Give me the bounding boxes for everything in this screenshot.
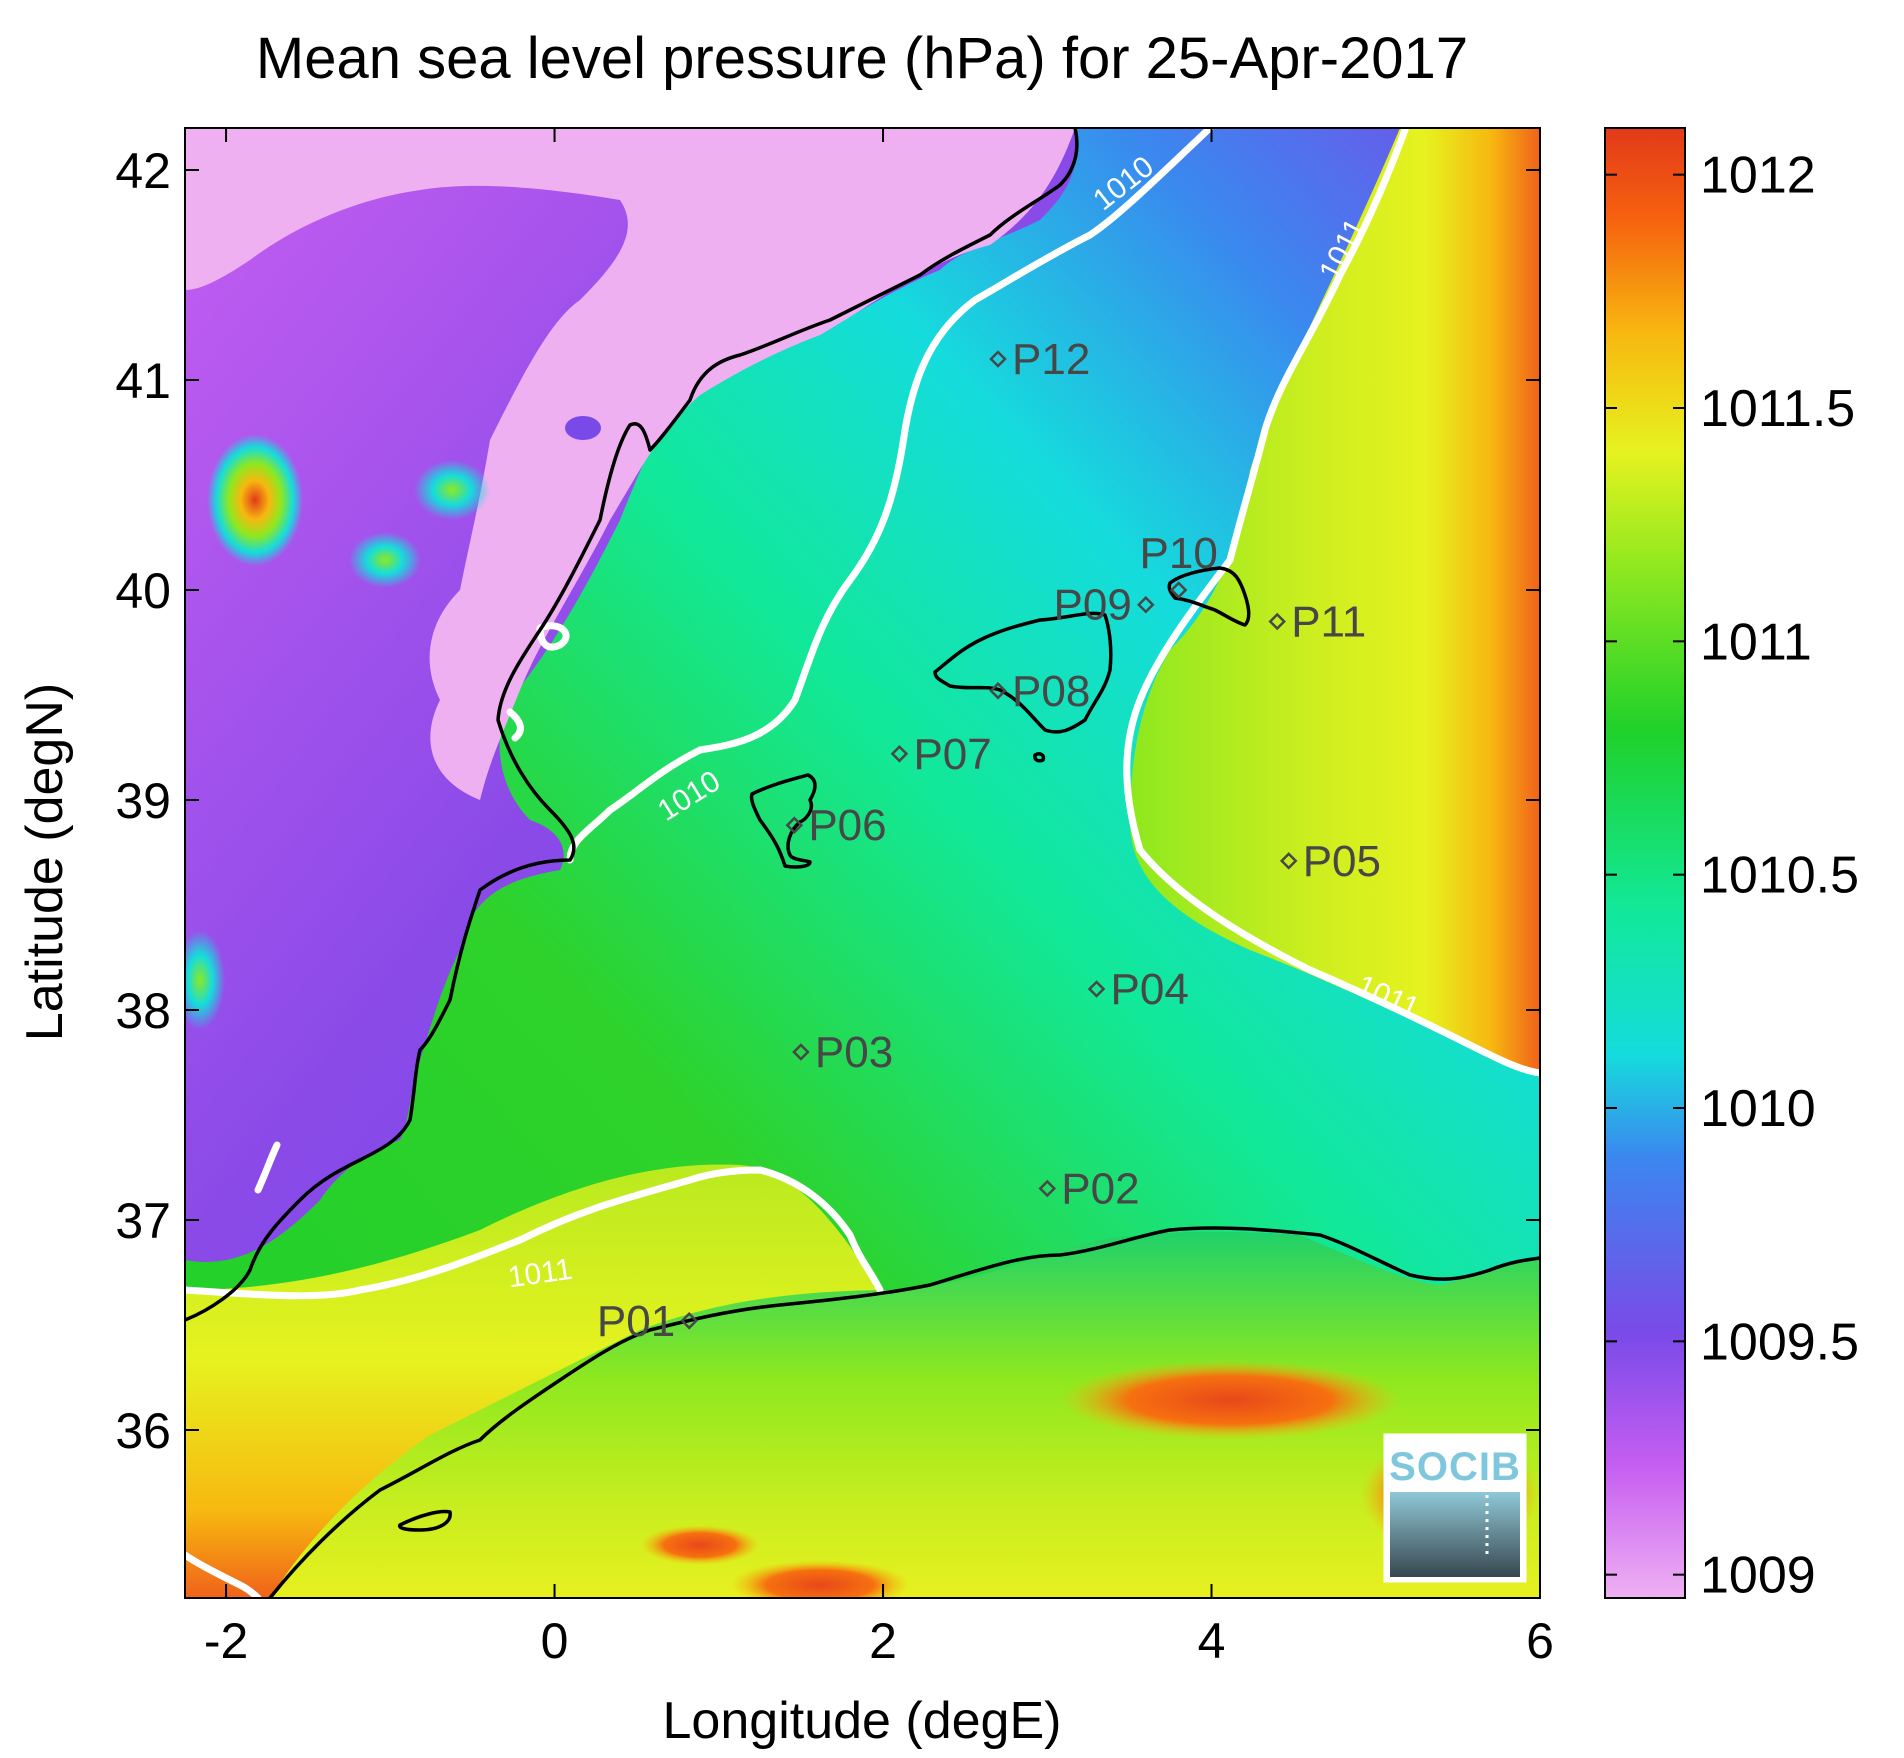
colorbar-tick-label: 1010: [1700, 1080, 1816, 1138]
station-label: P02: [1061, 1165, 1139, 1214]
y-axis: 36 37 38 39 40 41 42: [115, 143, 1540, 1459]
coastline-alboran: [397, 1509, 452, 1532]
colorbar-tick-label: 1010.5: [1700, 847, 1859, 905]
station-label: P03: [815, 1028, 893, 1077]
socib-logo: SOCIB: [1383, 1433, 1527, 1583]
station-marker: [1038, 1179, 1057, 1198]
x-axis-label: Longitude (degE): [663, 1692, 1062, 1750]
station-label: P05: [1303, 837, 1381, 886]
pressure-field-iberia-lowspot: [565, 416, 601, 440]
pressure-field-east-high: [1130, 128, 1540, 1075]
coastline-ibiza: [749, 773, 817, 869]
coastline-menorca: [1167, 566, 1251, 627]
colorbar-gradient: [1604, 127, 1686, 1599]
pressure-field-iberia-low: [185, 128, 1075, 800]
y-tick-label: 37: [115, 1193, 171, 1249]
colorbar-tick-label: 1009: [1700, 1547, 1816, 1605]
station-p03: P03: [792, 1028, 893, 1077]
station-label: P08: [1012, 667, 1090, 716]
station-marker: [1087, 980, 1106, 998]
station-marker: [1279, 852, 1298, 870]
y-tick-label: 41: [115, 353, 171, 409]
station-marker: [989, 682, 1007, 700]
station-marker: [680, 1312, 698, 1330]
socib-logo-gradient: [1390, 1492, 1520, 1577]
colorbar: 1009 1009.5 1010 1010.5 1011 1011.5 1012: [1604, 127, 1859, 1605]
station-marker: [989, 350, 1007, 368]
map-title: Mean sea level pressure (hPa) for 25-Apr…: [256, 26, 1468, 91]
coastline-mallorca: [933, 611, 1113, 734]
y-axis-label: Latitude (degN): [16, 683, 74, 1041]
coastline-cabrera: [1033, 752, 1046, 763]
pressure-field-iberia-hotspot: [207, 434, 303, 566]
x-tick-label: -2: [204, 1613, 248, 1669]
pressure-field-africa-highspot: [640, 1525, 760, 1565]
station-label: P07: [913, 730, 991, 779]
contour-lines: [185, 128, 1540, 1598]
colorbar-ticks: 1009 1009.5 1010 1010.5 1011 1011.5 1012: [1605, 147, 1859, 1605]
contour-1010-fragment: [536, 622, 570, 651]
station-label: P11: [1291, 598, 1366, 647]
coastline-iberia: [185, 128, 1079, 1322]
pressure-field-iberia: [185, 128, 1077, 1262]
pressure-field-iberia-greenspot: [349, 532, 421, 588]
pressure-field-africa-highspot: [730, 1560, 910, 1598]
station-marker: [1169, 581, 1188, 599]
station-p04: P04: [1087, 965, 1189, 1014]
x-tick-label: 0: [541, 1613, 569, 1669]
x-tick-label: 4: [1198, 1613, 1226, 1669]
y-tick-label: 36: [115, 1403, 171, 1459]
station-p02: P02: [1038, 1165, 1140, 1214]
pressure-field-africa: [185, 1231, 1540, 1598]
socib-logo-text: SOCIB: [1389, 1445, 1521, 1489]
station-label: P04: [1111, 965, 1189, 1014]
station-label: P06: [808, 801, 886, 850]
station-marker: [1137, 595, 1155, 614]
station-marker: [792, 1043, 810, 1061]
contour-1010-fragment: [254, 1141, 281, 1194]
colorbar-tick-label: 1011.5: [1700, 380, 1855, 438]
station-p08: P08: [989, 667, 1090, 716]
pressure-field-iberia-greenspot: [185, 930, 225, 1030]
pressure-field-iberia-greenspot: [414, 460, 490, 520]
y-tick-label: 40: [115, 563, 171, 619]
contour-1011-southwest-corner: [185, 1551, 262, 1598]
station-label: P01: [597, 1297, 675, 1346]
map-panel: [185, 128, 1540, 1598]
colorbar-tick-label: 1012: [1700, 147, 1816, 205]
y-tick-label: 39: [115, 773, 171, 829]
station-label: P09: [1054, 581, 1132, 630]
station-p10: P10: [1140, 529, 1218, 599]
station-p09: P09: [1054, 581, 1155, 630]
station-marker: [1268, 612, 1286, 631]
map-frame: [184, 127, 1541, 1599]
x-tick-label: 2: [869, 1613, 897, 1669]
station-label: P10: [1140, 529, 1218, 578]
colorbar-tick-label: 1011: [1700, 613, 1812, 671]
contour-1010-fragment: [506, 708, 524, 742]
coastline-north-africa: [268, 1226, 1540, 1598]
y-tick-label: 42: [115, 143, 171, 199]
coastlines: [185, 128, 1540, 1598]
colorbar-tick-label: 1009.5: [1700, 1313, 1859, 1371]
station-marker: [785, 816, 804, 834]
station-p11: P11: [1268, 598, 1366, 647]
station-p12: P12: [989, 335, 1090, 384]
pressure-field-africa-highspot: [1060, 1360, 1400, 1440]
station-label: P12: [1012, 335, 1090, 384]
station-p06: P06: [785, 801, 887, 850]
station-marker: [890, 745, 909, 763]
x-axis: -2 0 2 4 6: [204, 128, 1554, 1669]
station-p07: P07: [890, 730, 992, 779]
station-p05: P05: [1279, 837, 1381, 886]
contour-1011-east: [1123, 128, 1540, 1077]
contour-1011-southwest: [185, 1166, 884, 1300]
contour-1010-north: [566, 128, 1214, 864]
y-tick-label: 38: [115, 983, 171, 1039]
station-p01: P01: [597, 1297, 698, 1346]
x-tick-label: 6: [1526, 1613, 1554, 1669]
